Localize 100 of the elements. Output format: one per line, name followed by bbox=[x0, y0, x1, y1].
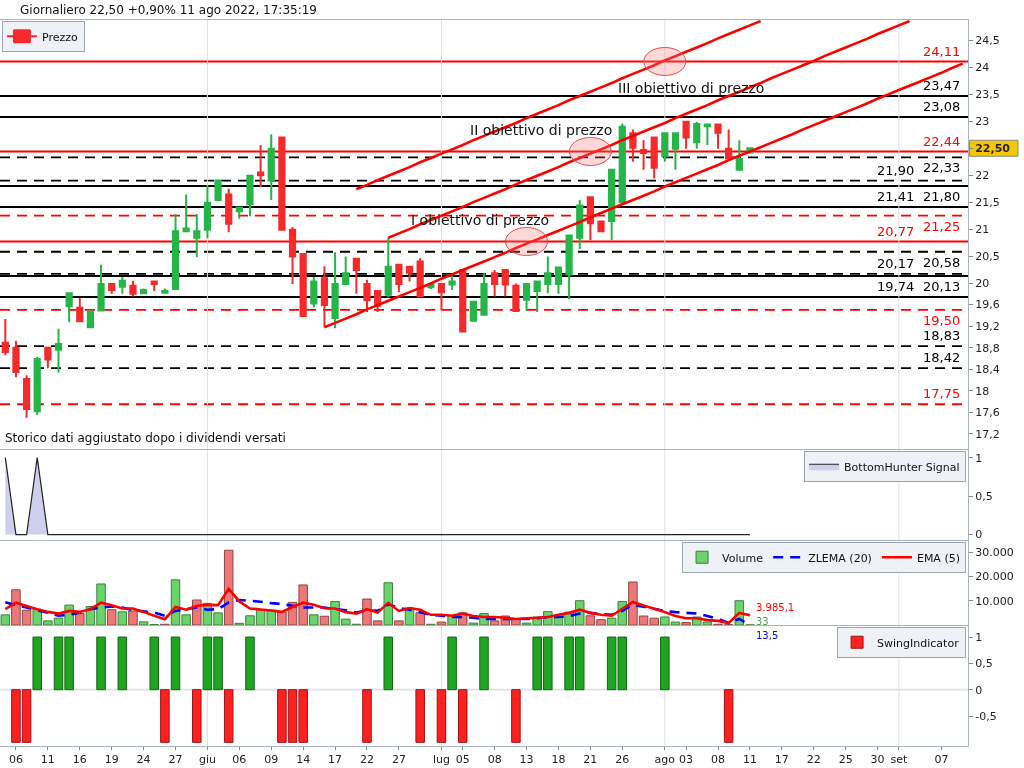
candlestick bbox=[522, 283, 531, 313]
candlestick bbox=[608, 168, 616, 241]
bar bbox=[75, 613, 85, 625]
y-tick-label: 20 bbox=[975, 276, 990, 290]
bar bbox=[309, 614, 319, 625]
y-tick-label: 0 bbox=[975, 683, 983, 697]
ref-line-label: 23,08 bbox=[923, 99, 961, 114]
y-tick-label: 22 bbox=[975, 169, 990, 183]
candlestick bbox=[384, 236, 392, 299]
x-tick-label: lug bbox=[432, 753, 450, 767]
ref-line-label: 21,25 bbox=[923, 219, 961, 234]
bar bbox=[0, 614, 11, 625]
candlestick bbox=[491, 269, 499, 298]
y-tick-label: 20.000 bbox=[975, 570, 1014, 584]
x-tick-label: 08 bbox=[711, 753, 726, 767]
x-tick-label: 06 bbox=[8, 753, 23, 767]
candlestick bbox=[65, 292, 73, 324]
ref-line-label: 21,90 bbox=[877, 163, 915, 178]
y-tick-label: 0,5 bbox=[975, 490, 993, 503]
bar bbox=[394, 620, 404, 625]
candlestick bbox=[576, 199, 584, 251]
y-tick-label: 17,2 bbox=[975, 427, 1000, 441]
y-tick-label: 10.000 bbox=[975, 594, 1014, 608]
candlestick bbox=[320, 265, 329, 329]
candlestick bbox=[565, 234, 573, 301]
ref-line-label: 17,75 bbox=[923, 386, 961, 401]
candlestick bbox=[512, 282, 520, 313]
x-tick-label: 17 bbox=[774, 753, 789, 767]
candlestick bbox=[118, 276, 126, 295]
y-tick-label: 24 bbox=[975, 61, 990, 75]
y-tick-label: 17,6 bbox=[975, 406, 1000, 420]
ref-line-label: 19,50 bbox=[923, 313, 961, 328]
bar bbox=[383, 582, 394, 625]
x-tick-label: 30 bbox=[870, 753, 885, 767]
ref-line-label: 18,83 bbox=[923, 328, 961, 343]
x-tick-label: 22 bbox=[359, 753, 374, 767]
candlestick bbox=[405, 265, 414, 283]
y-tick-label: 20,5 bbox=[975, 249, 1000, 263]
bar bbox=[106, 609, 117, 625]
candlestick bbox=[480, 272, 488, 316]
x-tick-label: 11 bbox=[40, 753, 55, 767]
candlestick bbox=[288, 225, 297, 286]
candlestick bbox=[278, 136, 286, 231]
y-tick-label: 1 bbox=[975, 451, 983, 465]
data-label: 3.985,1 bbox=[756, 602, 795, 613]
bar bbox=[319, 615, 330, 625]
x-tick-label: 27 bbox=[168, 753, 183, 767]
x-tick-label: 19 bbox=[104, 753, 119, 767]
x-tick-label: 11 bbox=[742, 753, 757, 767]
candlestick bbox=[597, 220, 605, 233]
candlestick bbox=[129, 279, 137, 298]
y-tick-label: 23 bbox=[975, 115, 990, 129]
x-tick-label: 21 bbox=[583, 753, 598, 767]
candlestick bbox=[108, 283, 116, 295]
candlestick bbox=[44, 346, 52, 370]
x-tick-label: 13 bbox=[519, 753, 534, 767]
legend-label: Prezzo bbox=[41, 30, 78, 44]
ref-line-label: 18,42 bbox=[923, 350, 961, 365]
chart-title: Giornaliero 22,50 +0,90% 11 ago 2022, 17:35:19 bbox=[20, 3, 317, 18]
ref-line-label: 23,47 bbox=[923, 78, 961, 93]
candlestick bbox=[86, 309, 95, 329]
y-tick-label: 18,8 bbox=[975, 341, 1000, 355]
candlestick bbox=[682, 120, 690, 150]
candlestick bbox=[235, 206, 243, 220]
candlestick bbox=[650, 136, 658, 180]
candlestick bbox=[469, 300, 477, 322]
legend-label: EMA (5) bbox=[916, 551, 960, 565]
x-tick-label: 27 bbox=[391, 753, 406, 767]
candlestick bbox=[203, 184, 212, 240]
candlestick bbox=[22, 374, 31, 419]
candlestick bbox=[257, 144, 265, 189]
ref-line-label: 22,33 bbox=[923, 160, 961, 175]
candlestick bbox=[395, 263, 403, 294]
y-tick-label: 18 bbox=[975, 384, 990, 398]
bar bbox=[223, 549, 234, 625]
y-tick-label: 1 bbox=[975, 630, 983, 644]
y-tick-label: 21,5 bbox=[975, 196, 1000, 210]
line-series bbox=[4, 587, 752, 625]
candlestick bbox=[639, 139, 648, 171]
candlestick bbox=[182, 193, 190, 233]
x-tick-label: 24 bbox=[136, 753, 151, 767]
candlestick bbox=[33, 355, 41, 417]
x-tick-label: 25 bbox=[838, 753, 853, 767]
ref-line-label: 20,17 bbox=[877, 256, 915, 271]
candlestick bbox=[161, 287, 169, 295]
ref-line-label: 21,41 bbox=[877, 189, 915, 204]
candlestick bbox=[12, 339, 20, 379]
y-tick-label: 24,5 bbox=[975, 34, 1000, 48]
x-tick-label: set bbox=[890, 753, 908, 767]
candlestick bbox=[459, 269, 467, 333]
ref-line-label: 21,80 bbox=[923, 189, 961, 204]
candlestick bbox=[416, 257, 424, 298]
y-tick-label: -0,5 bbox=[975, 709, 997, 723]
y-tick-label: 22,50 bbox=[975, 142, 1011, 156]
candlestick bbox=[586, 196, 594, 241]
y-tick-label: 18,4 bbox=[975, 363, 1000, 377]
candlestick bbox=[1, 318, 9, 357]
candlestick bbox=[299, 252, 307, 317]
x-tick-label: 26 bbox=[615, 753, 630, 767]
ref-line-label: 24,11 bbox=[923, 44, 961, 59]
